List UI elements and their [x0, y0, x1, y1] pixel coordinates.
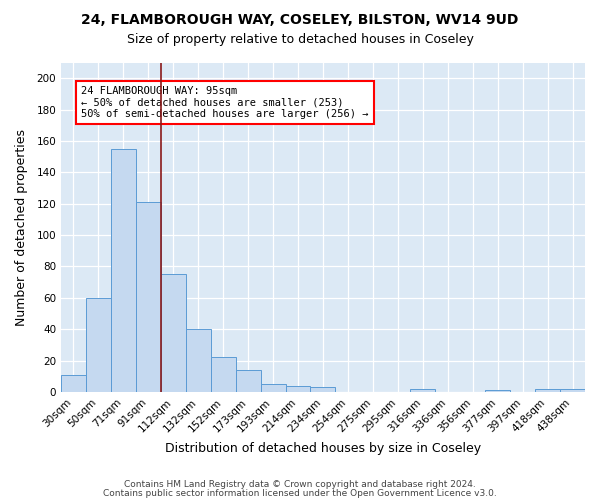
Text: 24 FLAMBOROUGH WAY: 95sqm
← 50% of detached houses are smaller (253)
50% of semi: 24 FLAMBOROUGH WAY: 95sqm ← 50% of detac… [81, 86, 368, 119]
X-axis label: Distribution of detached houses by size in Coseley: Distribution of detached houses by size … [165, 442, 481, 455]
Bar [560, 389, 585, 392]
Bar [485, 390, 510, 392]
Text: Contains HM Land Registry data © Crown copyright and database right 2024.: Contains HM Land Registry data © Crown c… [124, 480, 476, 489]
Y-axis label: Number of detached properties: Number of detached properties [15, 128, 28, 326]
Bar [161, 274, 186, 392]
Bar [310, 387, 335, 392]
Bar [211, 358, 236, 392]
Bar [136, 202, 161, 392]
Text: Contains public sector information licensed under the Open Government Licence v3: Contains public sector information licen… [103, 488, 497, 498]
Bar [535, 389, 560, 392]
Text: 24, FLAMBOROUGH WAY, COSELEY, BILSTON, WV14 9UD: 24, FLAMBOROUGH WAY, COSELEY, BILSTON, W… [82, 12, 518, 26]
Text: Size of property relative to detached houses in Coseley: Size of property relative to detached ho… [127, 32, 473, 46]
Bar [61, 374, 86, 392]
Bar [86, 298, 111, 392]
Bar [410, 389, 435, 392]
Bar [111, 149, 136, 392]
Bar [260, 384, 286, 392]
Bar [186, 329, 211, 392]
Bar [236, 370, 260, 392]
Bar [286, 386, 310, 392]
